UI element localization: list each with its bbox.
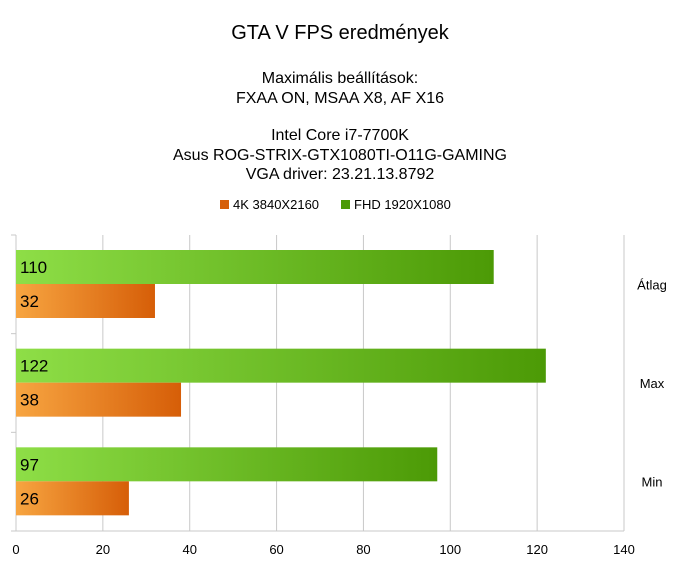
data-label-fhd-0: 110 <box>20 258 47 277</box>
category-label-0: Átlag <box>637 277 667 292</box>
legend-swatch-fhd <box>341 200 350 209</box>
subtitle-line-4: Asus ROG-STRIX-GTX1080TI-O11G-GAMING <box>173 147 507 164</box>
chart-title: GTA V FPS eredmények <box>231 22 449 44</box>
category-label-2: Min <box>642 475 663 490</box>
bar-4k-0 <box>16 284 155 318</box>
x-tick-label-120: 120 <box>526 542 548 557</box>
subtitle-line-2: FXAA ON, MSAA X8, AF X16 <box>235 90 445 107</box>
data-label-4k-1: 38 <box>20 391 39 410</box>
legend-label-fhd: FHD 1920X1080 <box>354 197 451 212</box>
category-label-1: Max <box>640 376 665 391</box>
bar-fhd-0 <box>16 250 494 284</box>
x-tick-label-100: 100 <box>439 542 461 557</box>
subtitle-line-5: VGA driver: 23.21.13.8792 <box>245 166 435 183</box>
x-tick-label-80: 80 <box>356 542 370 557</box>
x-tick-label-60: 60 <box>269 542 283 557</box>
data-label-4k-2: 26 <box>20 489 39 508</box>
data-label-4k-0: 32 <box>20 292 39 311</box>
x-tick-label-20: 20 <box>96 542 110 557</box>
x-tick-label-40: 40 <box>182 542 196 557</box>
bar-4k-1 <box>16 382 182 417</box>
data-label-fhd-2: 97 <box>20 455 39 474</box>
data-label-fhd-1: 122 <box>20 357 48 376</box>
x-tick-label-140: 140 <box>613 542 635 557</box>
subtitle-line-1: Maximális beállítások: <box>261 70 419 87</box>
bar-fhd-2 <box>16 447 438 482</box>
subtitle-line-3: Intel Core i7-7700K <box>271 127 409 144</box>
legend-label-4k: 4K 3840X2160 <box>233 197 319 212</box>
bar-4k-2 <box>16 481 129 516</box>
legend-swatch-4k <box>220 200 229 209</box>
x-tick-label-0: 0 <box>12 542 19 557</box>
bar-fhd-1 <box>16 348 546 383</box>
